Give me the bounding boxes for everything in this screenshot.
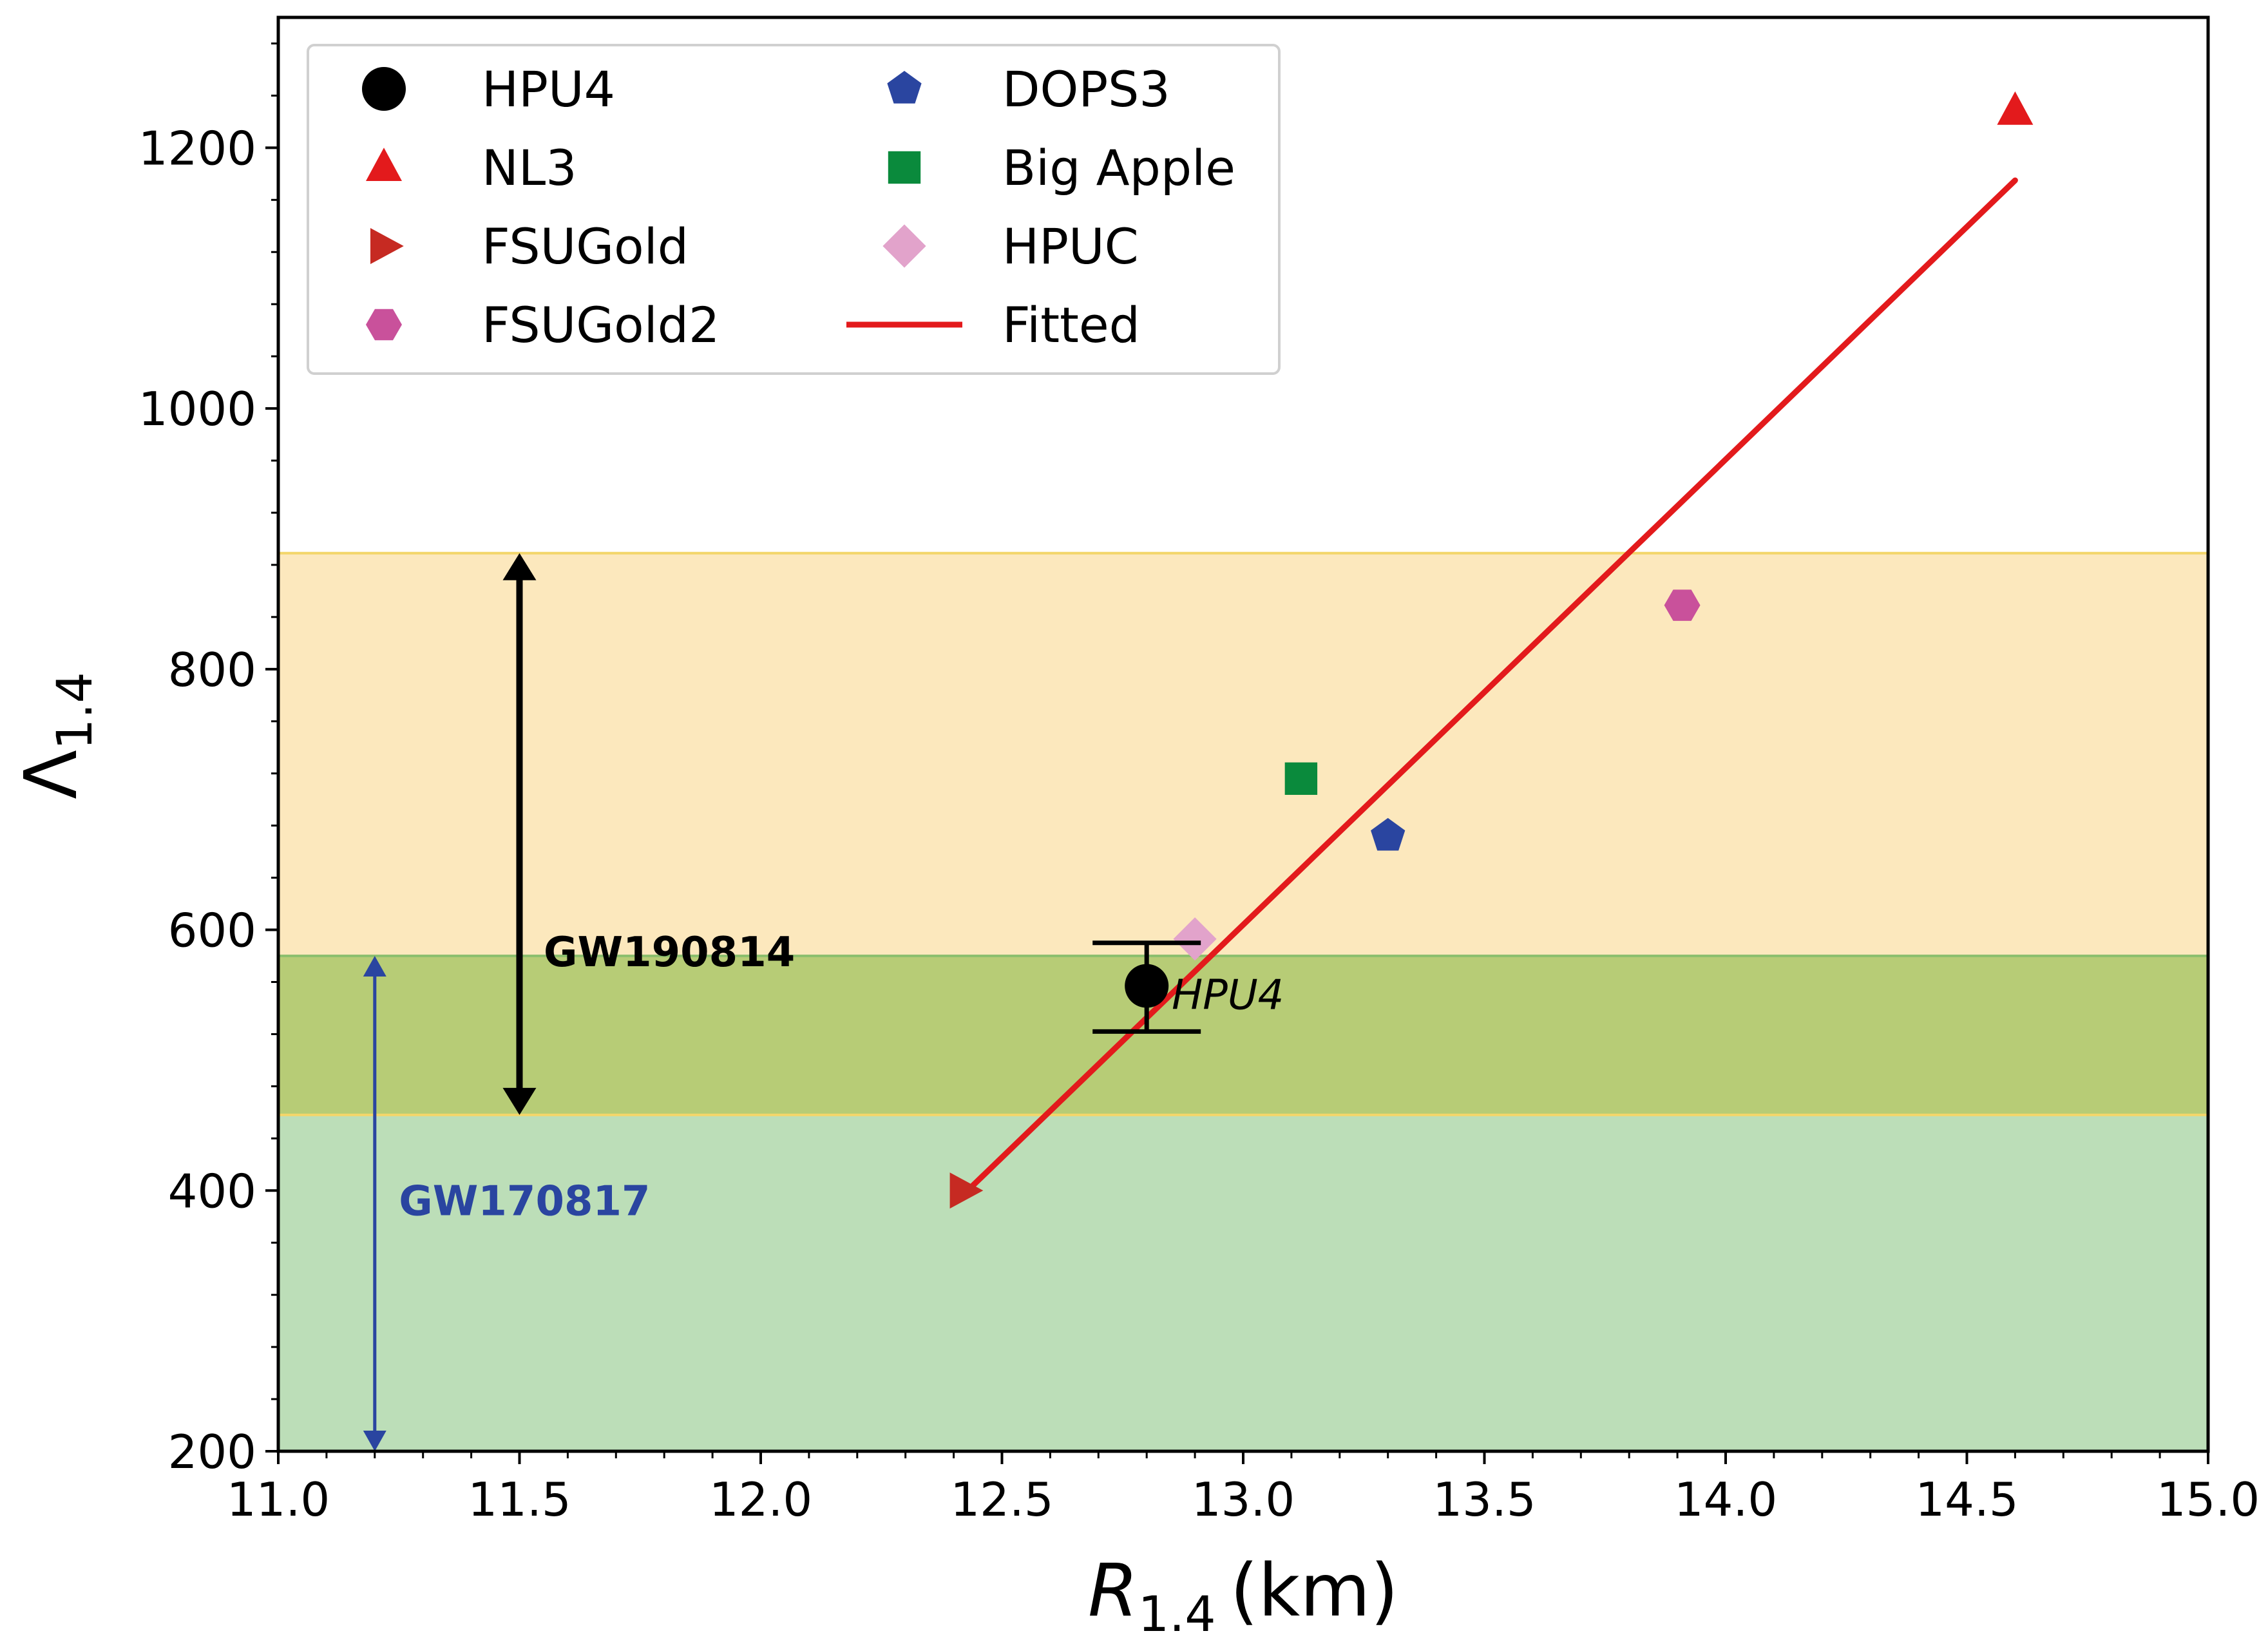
annotations-layer: GW190814 GW170817 HPU4 — [399, 929, 1284, 1226]
x-tick-label: 12.0 — [709, 1473, 812, 1527]
marker-hpu4 — [1125, 964, 1169, 1008]
legend-label: HPUC — [1002, 218, 1139, 275]
legend-item-big-apple: Big Apple — [888, 139, 1235, 196]
legend-item-fsugold2: FSUGold2 — [366, 296, 719, 354]
x-axis-label: R1.4 (km) — [1088, 1549, 1398, 1643]
marker-fsugold — [949, 1172, 984, 1209]
legend-marker-big-apple — [888, 151, 921, 184]
x-tick-label: 13.5 — [1433, 1473, 1536, 1527]
legend-item-hpu4: HPU4 — [362, 61, 615, 118]
legend-marker-dops3 — [887, 71, 922, 104]
arrow-head-up — [363, 956, 386, 977]
y-axis-label: Λ1.4 — [10, 672, 103, 799]
y-tick-label: 1200 — [138, 121, 256, 175]
axes-layer: 11.0 11.5 12.0 12.5 13.0 13.5 14.0 14.5 15.0 200 4… — [138, 15, 2260, 1527]
arrow-gw190814 — [502, 553, 537, 1115]
legend-label: FSUGold2 — [482, 296, 719, 354]
arrows-layer — [363, 553, 537, 1451]
point-dops3 — [1371, 817, 1406, 851]
x-axis-label-main: R — [1088, 1549, 1138, 1633]
marker-dops3 — [1371, 817, 1406, 851]
band-overlap — [278, 956, 2208, 1115]
x-axis-label-unit: (km) — [1230, 1549, 1398, 1633]
legend-marker-fsugold2 — [366, 309, 402, 341]
legend-label: DOPS3 — [1002, 61, 1170, 118]
legend-label: Big Apple — [1002, 139, 1235, 196]
y-axis-label-main: Λ — [10, 750, 93, 799]
point-big-apple — [1284, 762, 1318, 796]
y-tick-label: 200 — [168, 1425, 256, 1479]
x-tick-label: 15.0 — [2157, 1473, 2260, 1527]
y-axis-label-sub: 1.4 — [46, 672, 103, 750]
arrow-head-up — [502, 553, 537, 580]
legend-item-hpuc: HPUC — [882, 218, 1139, 275]
legend: HPU4 NL3 FSUGold FSUGold2 DOPS3 Big Apple HPUC… — [307, 44, 1281, 375]
marker-big-apple — [1284, 762, 1318, 796]
legend-label: Fitted — [1002, 296, 1140, 354]
y-tick-label: 600 — [168, 904, 256, 958]
x-tick-label: 13.0 — [1192, 1473, 1295, 1527]
y-tick-label: 1000 — [138, 382, 256, 436]
x-tick-label: 11.5 — [468, 1473, 571, 1527]
arrow-head-down — [502, 1087, 537, 1115]
arrow-head-down — [363, 1431, 386, 1451]
marker-fsugold2 — [1664, 589, 1701, 621]
point-fsugold2 — [1664, 589, 1701, 621]
legend-item-dops3: DOPS3 — [887, 61, 1170, 118]
marker-hpuc — [1173, 917, 1217, 961]
x-tick-label: 12.5 — [950, 1473, 1053, 1527]
legend-item-nl3: NL3 — [366, 139, 577, 196]
point-fsugold — [949, 1172, 984, 1209]
y-tick-label: 400 — [168, 1164, 256, 1218]
x-tick-label: 14.5 — [1915, 1473, 2018, 1527]
annotation-gw190814: GW190814 — [544, 929, 795, 977]
legend-marker-hpu4 — [362, 67, 406, 111]
point-nl3 — [1997, 91, 2034, 125]
x-axis-label-sub: 1.4 — [1138, 1585, 1216, 1643]
annotation-gw170817: GW170817 — [399, 1177, 650, 1225]
legend-marker-fsugold — [370, 228, 404, 264]
legend-item-fsugold: FSUGold — [370, 218, 689, 275]
legend-box — [307, 44, 1281, 375]
annotation-hpu4: HPU4 — [1172, 972, 1284, 1020]
x-tick-label: 14.0 — [1674, 1473, 1777, 1527]
x-tick-label: 11.0 — [227, 1473, 330, 1527]
arrow-gw170817 — [363, 956, 386, 1451]
marker-nl3 — [1997, 91, 2034, 125]
point-hpuc — [1173, 917, 1217, 961]
legend-marker-hpuc — [882, 224, 926, 268]
legend-marker-nl3 — [366, 148, 402, 181]
legend-item-fitted: Fitted — [846, 296, 1140, 354]
legend-label: FSUGold — [482, 218, 689, 275]
legend-label: NL3 — [482, 139, 577, 196]
y-tick-label: 800 — [168, 643, 256, 697]
legend-label: HPU4 — [482, 61, 615, 118]
points-layer — [949, 91, 2034, 1209]
point-hpu4 — [1092, 940, 1201, 1034]
